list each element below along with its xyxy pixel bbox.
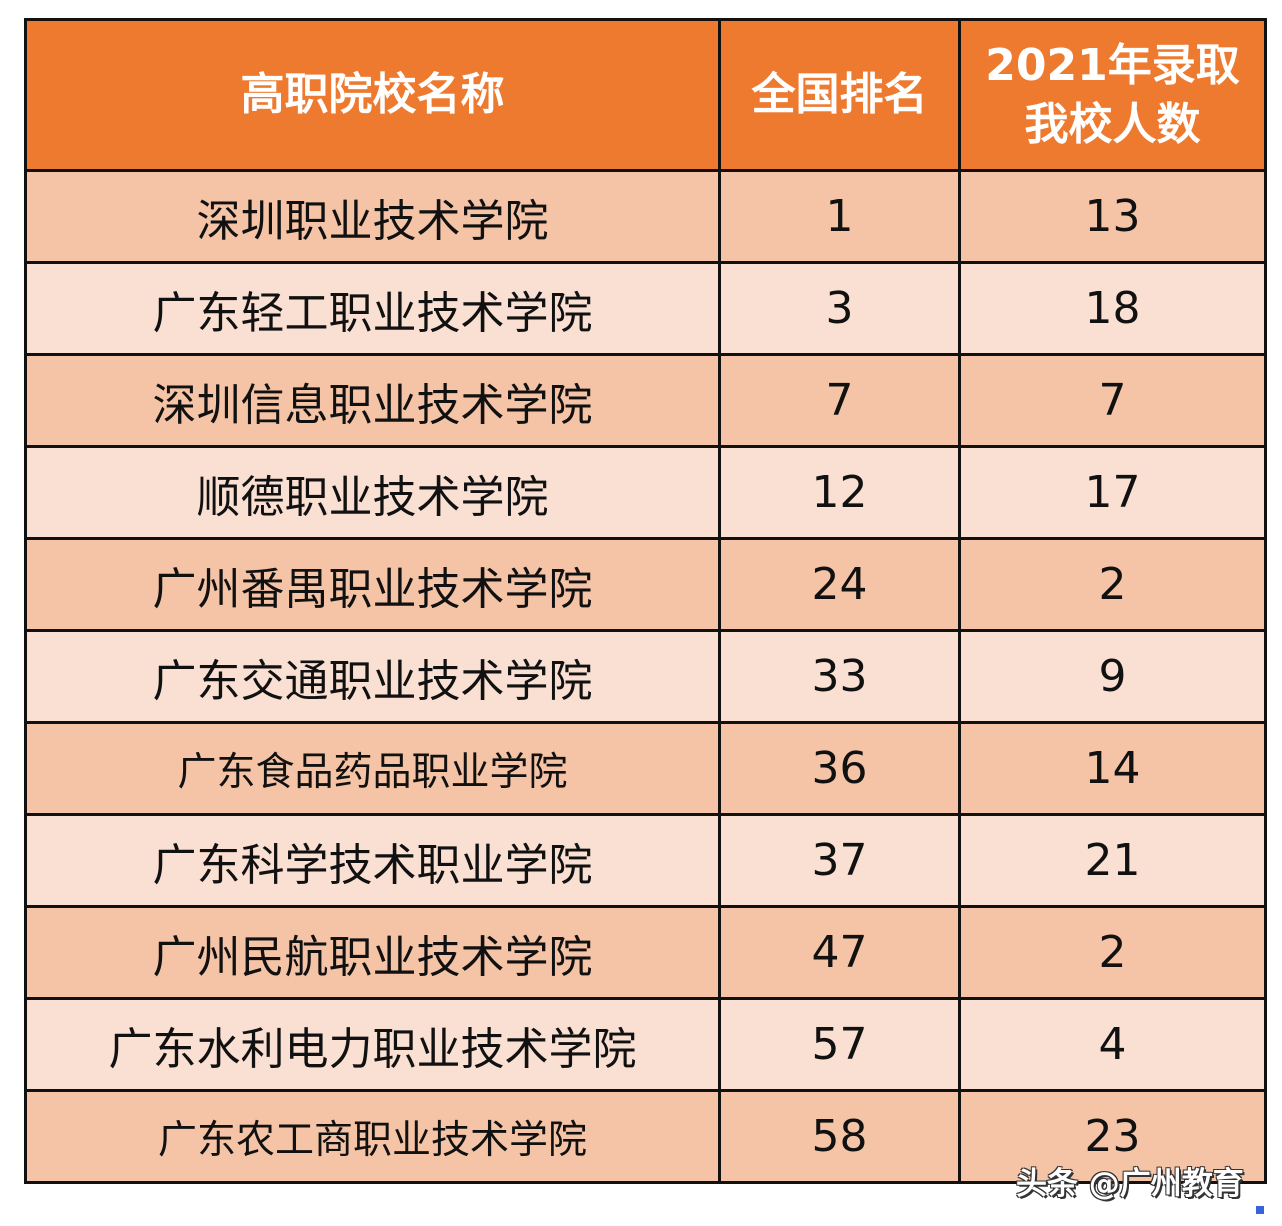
table-row: 广东科学技术职业学院 37 21 [24,813,1267,908]
rank-cell: 37 [718,813,961,908]
header-admitted-count: 2021年录取 我校人数 [958,18,1267,172]
table-row: 深圳职业技术学院 1 13 [24,169,1267,264]
table-row: 顺德职业技术学院 12 17 [24,445,1267,540]
admitted-cell: 17 [958,445,1267,540]
rank-cell: 1 [718,169,961,264]
rank-cell: 33 [718,629,961,724]
school-name-cell: 广州民航职业技术学院 [24,905,721,1000]
school-name-cell: 广东科学技术职业学院 [24,813,721,908]
school-name-cell: 广东交通职业技术学院 [24,629,721,724]
admitted-cell: 4 [958,997,1267,1092]
admitted-cell: 2 [958,537,1267,632]
admitted-cell: 18 [958,261,1267,356]
admitted-cell: 9 [958,629,1267,724]
school-name-cell: 深圳职业技术学院 [24,169,721,264]
school-name-cell: 广东水利电力职业技术学院 [24,997,721,1092]
table-row: 广州民航职业技术学院 47 2 [24,905,1267,1000]
school-name-cell: 顺德职业技术学院 [24,445,721,540]
admitted-cell: 14 [958,721,1267,816]
rank-cell: 47 [718,905,961,1000]
table-row: 广州番禺职业技术学院 24 2 [24,537,1267,632]
rank-cell: 3 [718,261,961,356]
table-header-row: 高职院校名称 全国排名 2021年录取 我校人数 [24,18,1267,172]
admitted-cell: 13 [958,169,1267,264]
header-national-rank: 全国排名 [718,18,961,172]
school-name-cell: 广东轻工职业技术学院 [24,261,721,356]
rank-cell: 7 [718,353,961,448]
header-admitted-line1: 2021年录取 [985,39,1240,91]
rank-cell: 24 [718,537,961,632]
rank-cell: 57 [718,997,961,1092]
watermark: 头条 @广州教育 [1016,1166,1244,1202]
table-row: 广东交通职业技术学院 33 9 [24,629,1267,724]
admitted-cell: 21 [958,813,1267,908]
table-row: 深圳信息职业技术学院 7 7 [24,353,1267,448]
header-school-name: 高职院校名称 [24,18,721,172]
table-row: 广东水利电力职业技术学院 57 4 [24,997,1267,1092]
rank-cell: 58 [718,1089,961,1184]
table-row: 广东农工商职业技术学院 58 23 [24,1089,1267,1184]
admission-table: 高职院校名称 全国排名 2021年录取 我校人数 深圳职业技术学院 1 13 广… [24,18,1267,1184]
school-name-cell: 深圳信息职业技术学院 [24,353,721,448]
table-row: 广东食品药品职业学院 36 14 [24,721,1267,816]
school-name-cell: 广州番禺职业技术学院 [24,537,721,632]
admitted-cell: 7 [958,353,1267,448]
table-row: 广东轻工职业技术学院 3 18 [24,261,1267,356]
header-admitted-line2: 我校人数 [1024,99,1201,150]
rank-cell: 12 [718,445,961,540]
rank-cell: 36 [718,721,961,816]
school-name-cell: 广东农工商职业技术学院 [24,1089,721,1184]
admitted-cell: 2 [958,905,1267,1000]
school-name-cell: 广东食品药品职业学院 [24,721,721,816]
resize-handle-icon [1256,1206,1264,1214]
admission-table-container: 高职院校名称 全国排名 2021年录取 我校人数 深圳职业技术学院 1 13 广… [24,18,1267,1184]
admitted-cell: 23 [958,1089,1267,1184]
